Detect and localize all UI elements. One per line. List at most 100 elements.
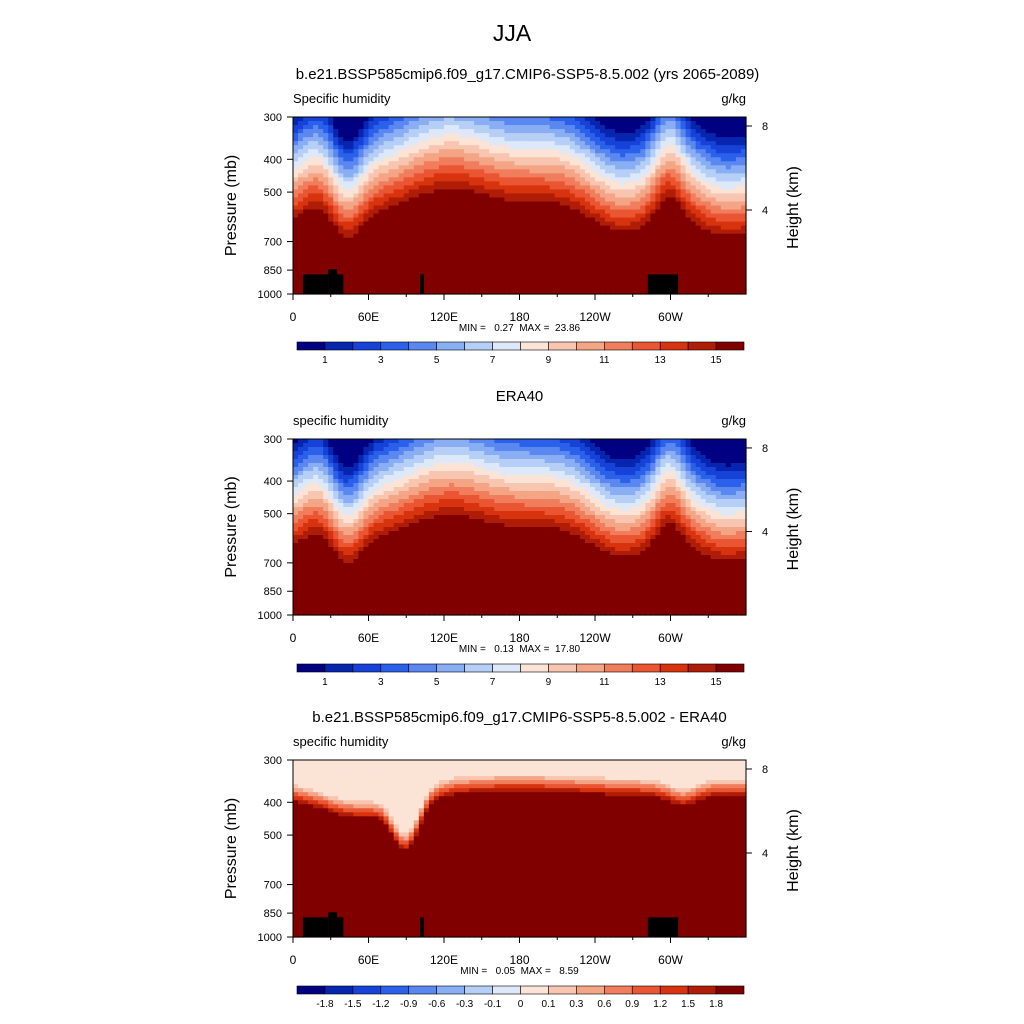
field-cell <box>549 125 556 130</box>
field-cell <box>645 165 651 170</box>
field-cell <box>454 281 460 287</box>
field-cell <box>433 241 440 247</box>
field-cell <box>358 467 365 472</box>
field-cell <box>514 189 521 195</box>
field-cell <box>539 285 546 291</box>
field-cell <box>509 141 516 146</box>
field-cell <box>358 281 365 287</box>
field-cell <box>529 273 536 279</box>
field-cell <box>650 269 656 275</box>
field-cell <box>378 459 385 464</box>
field-cell <box>559 285 566 291</box>
field-cell <box>665 261 672 267</box>
colorbar-label: 7 <box>490 355 496 366</box>
field-cell <box>444 245 450 251</box>
field-cell <box>428 201 435 207</box>
field-cell <box>368 543 375 548</box>
field-cell <box>589 149 596 154</box>
field-cell <box>640 273 646 279</box>
field-cell <box>328 217 334 223</box>
field-cell <box>675 141 682 146</box>
field-cell <box>373 579 380 584</box>
field-cell <box>363 229 370 235</box>
field-cell <box>589 249 596 255</box>
field-cell <box>630 193 636 199</box>
field-cell <box>705 129 712 134</box>
field-cell <box>313 241 319 247</box>
field-cell <box>554 133 561 138</box>
field-cell <box>584 229 591 235</box>
field-cell <box>740 269 747 275</box>
field-cell <box>373 459 380 464</box>
field-cell <box>645 157 651 162</box>
field-cell <box>403 189 410 195</box>
field-cell <box>378 133 385 138</box>
field-cell <box>444 201 450 207</box>
field-cell <box>740 265 747 271</box>
field-cell <box>418 169 425 174</box>
field-cell <box>323 205 329 211</box>
field-cell <box>358 547 365 552</box>
field-cell <box>373 173 380 178</box>
field-cell <box>393 257 400 263</box>
field-cell <box>368 551 375 556</box>
field-cell <box>554 213 561 219</box>
field-cell <box>584 245 591 251</box>
field-cell <box>428 129 435 134</box>
field-cell <box>388 141 395 146</box>
field-cell <box>358 137 365 142</box>
field-cell <box>549 189 556 195</box>
field-cell <box>403 165 410 170</box>
field-cell <box>358 591 365 596</box>
field-cell <box>303 563 309 568</box>
field-cell <box>635 189 641 195</box>
field-cell <box>554 289 561 295</box>
field-cell <box>353 181 360 186</box>
field-cell <box>519 121 526 126</box>
field-cell <box>625 205 631 211</box>
field-cell <box>383 225 390 231</box>
field-cell <box>378 519 385 524</box>
field-cell <box>675 269 682 275</box>
field-cell <box>625 261 631 267</box>
field-cell <box>358 515 365 520</box>
field-cell <box>438 265 445 271</box>
field-cell <box>569 161 576 166</box>
field-cell <box>685 201 692 207</box>
field-cell <box>519 173 526 178</box>
field-cell <box>650 117 656 122</box>
field-cell <box>610 269 616 275</box>
field-cell <box>524 185 531 191</box>
field-cell <box>600 165 606 170</box>
field-cell <box>514 133 521 138</box>
field-cell <box>408 133 415 138</box>
field-cell <box>509 209 516 215</box>
field-cell <box>514 153 521 158</box>
field-cell <box>665 209 672 215</box>
field-cell <box>323 257 329 263</box>
field-cell <box>705 157 712 162</box>
field-cell <box>333 225 339 231</box>
field-cell <box>393 611 400 616</box>
field-cell <box>569 229 576 235</box>
field-cell <box>328 161 334 166</box>
field-cell <box>645 189 651 195</box>
field-cell <box>363 595 370 600</box>
field-cell <box>398 141 405 146</box>
field-cell <box>705 217 712 223</box>
field-cell <box>529 169 536 174</box>
field-cell <box>574 121 581 126</box>
field-cell <box>398 571 405 576</box>
field-cell <box>484 253 490 259</box>
field-cell <box>700 129 707 134</box>
field-cell <box>313 193 319 199</box>
field-cell <box>710 121 717 126</box>
field-cell <box>358 189 365 195</box>
field-cell <box>494 189 500 195</box>
field-cell <box>393 177 400 182</box>
field-cell <box>338 193 344 199</box>
field-cell <box>640 173 646 178</box>
field-cell <box>328 539 334 544</box>
field-cell <box>524 181 531 186</box>
field-cell <box>579 237 586 243</box>
